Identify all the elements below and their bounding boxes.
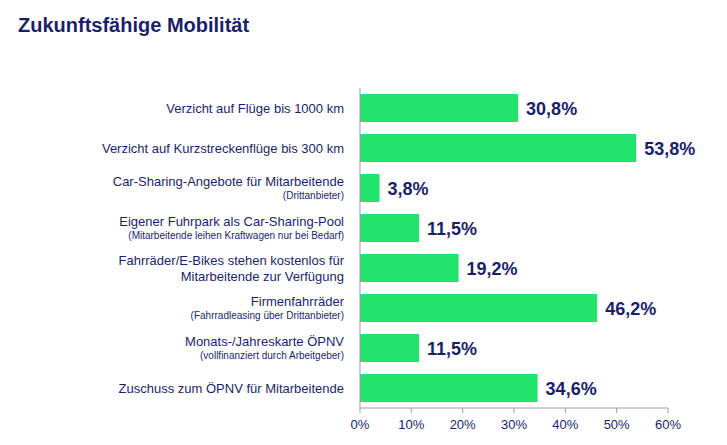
data-label: 11,5% — [427, 219, 477, 239]
bars — [360, 94, 636, 402]
tick-mark — [514, 408, 515, 413]
category-label-line: (Drittanbieter) — [283, 190, 344, 201]
category-label-line: Verzicht auf Flüge bis 1000 km — [166, 101, 344, 116]
data-label: 30,8% — [526, 99, 577, 119]
tick-mark — [616, 408, 617, 413]
category-label: Car-Sharing-Angebote für Mitarbeitende(D… — [113, 174, 344, 201]
data-label: 3,8% — [388, 179, 429, 199]
tick-label: 40% — [552, 417, 578, 432]
category-label: Firmenfahrräder(Fahrradleasing über Drit… — [191, 294, 345, 321]
tick-mark — [668, 408, 669, 413]
category-label-line: Eigener Fuhrpark als Car-Sharing-Pool — [119, 214, 344, 229]
category-label-line: Monats-/Jahreskarte ÖPNV — [185, 334, 344, 349]
category-label: Zuschuss zum ÖPNV für Mitarbeitende — [119, 381, 344, 396]
data-label: 46,2% — [605, 299, 656, 319]
tick-label: 0% — [351, 417, 370, 432]
category-label-line: Car-Sharing-Angebote für Mitarbeitende — [113, 174, 344, 189]
tick-mark — [462, 408, 463, 413]
category-label-line: Zuschuss zum ÖPNV für Mitarbeitende — [119, 381, 344, 396]
bar — [360, 334, 419, 362]
data-label: 53,8% — [644, 139, 695, 159]
bar — [360, 94, 518, 122]
category-label-line: Firmenfahrräder — [251, 294, 345, 309]
bar — [360, 374, 538, 402]
tick-mark — [360, 408, 361, 413]
category-label: Monats-/Jahreskarte ÖPNV(vollfinanziert … — [185, 334, 344, 361]
data-label: 19,2% — [467, 259, 518, 279]
category-label-line: (Fahrradleasing über Drittanbieter) — [191, 310, 344, 321]
tick-label: 50% — [604, 417, 630, 432]
data-label: 34,6% — [546, 379, 597, 399]
category-label-line: (Mitarbeitende leihen Kraftwagen nur bei… — [128, 230, 344, 241]
tick-mark — [411, 408, 412, 413]
category-label-line: (vollfinanziert durch Arbeitgeber) — [200, 350, 344, 361]
y-axis-line — [360, 88, 361, 408]
tick-label: 10% — [398, 417, 424, 432]
tick-label: 60% — [655, 417, 681, 432]
chart-title: Zukunftsfähige Mobilität — [18, 14, 249, 36]
category-label: Fahrräder/E-Bikes stehen kostenlos fürMi… — [119, 253, 345, 284]
category-label: Verzicht auf Kurzstreckenflüge bis 300 k… — [102, 141, 344, 156]
bar — [360, 214, 419, 242]
tick-label: 20% — [450, 417, 476, 432]
category-label-line: Mitarbeitende zur Verfügung — [181, 269, 344, 284]
data-label: 11,5% — [427, 339, 477, 359]
chart-container: Zukunftsfähige Mobilität 0% 10% 20% 30% 40% 50… — [0, 0, 727, 445]
chart-svg: Zukunftsfähige Mobilität 0% 10% 20% 30% 40% 50… — [0, 0, 727, 445]
bar — [360, 174, 380, 202]
tick-mark — [565, 408, 566, 413]
category-label: Eigener Fuhrpark als Car-Sharing-Pool(Mi… — [119, 214, 344, 241]
category-label-line: Verzicht auf Kurzstreckenflüge bis 300 k… — [102, 141, 344, 156]
bar — [360, 134, 636, 162]
category-label-line: Fahrräder/E-Bikes stehen kostenlos für — [119, 253, 345, 268]
category-label: Verzicht auf Flüge bis 1000 km — [166, 101, 344, 116]
tick-label: 30% — [501, 417, 527, 432]
bar — [360, 254, 459, 282]
bar — [360, 294, 597, 322]
